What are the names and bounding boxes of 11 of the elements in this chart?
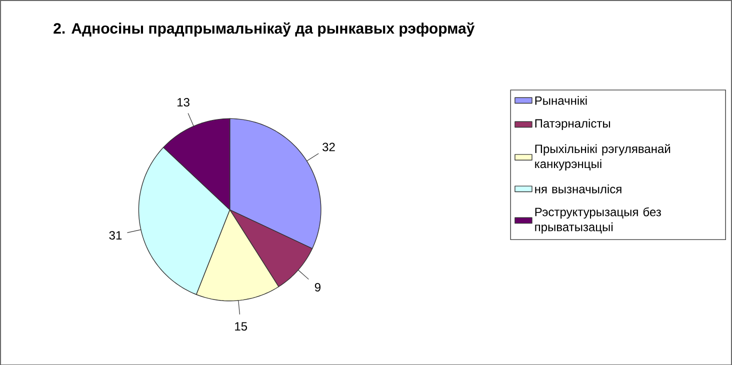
legend-label: Патэрналісты: [535, 118, 610, 130]
data-label: 15: [235, 322, 248, 330]
legend-label: Рыначнікі: [535, 96, 587, 105]
legend-label: Прыхільнікі рэгуляванай канкурэнцыі: [535, 144, 670, 170]
data-label: 32: [322, 142, 335, 152]
legend-label: Рэструктурызацыя без прыватызацыі: [535, 207, 661, 234]
data-label: 13: [178, 98, 190, 106]
data-label: 9: [314, 282, 320, 292]
legend-label: ня вызначыліся: [535, 184, 622, 194]
chart-title: 2. Адносіны прадпрымальнікаў да рынкавых рэформаў: [54, 22, 475, 36]
data-label: 31: [109, 230, 122, 240]
